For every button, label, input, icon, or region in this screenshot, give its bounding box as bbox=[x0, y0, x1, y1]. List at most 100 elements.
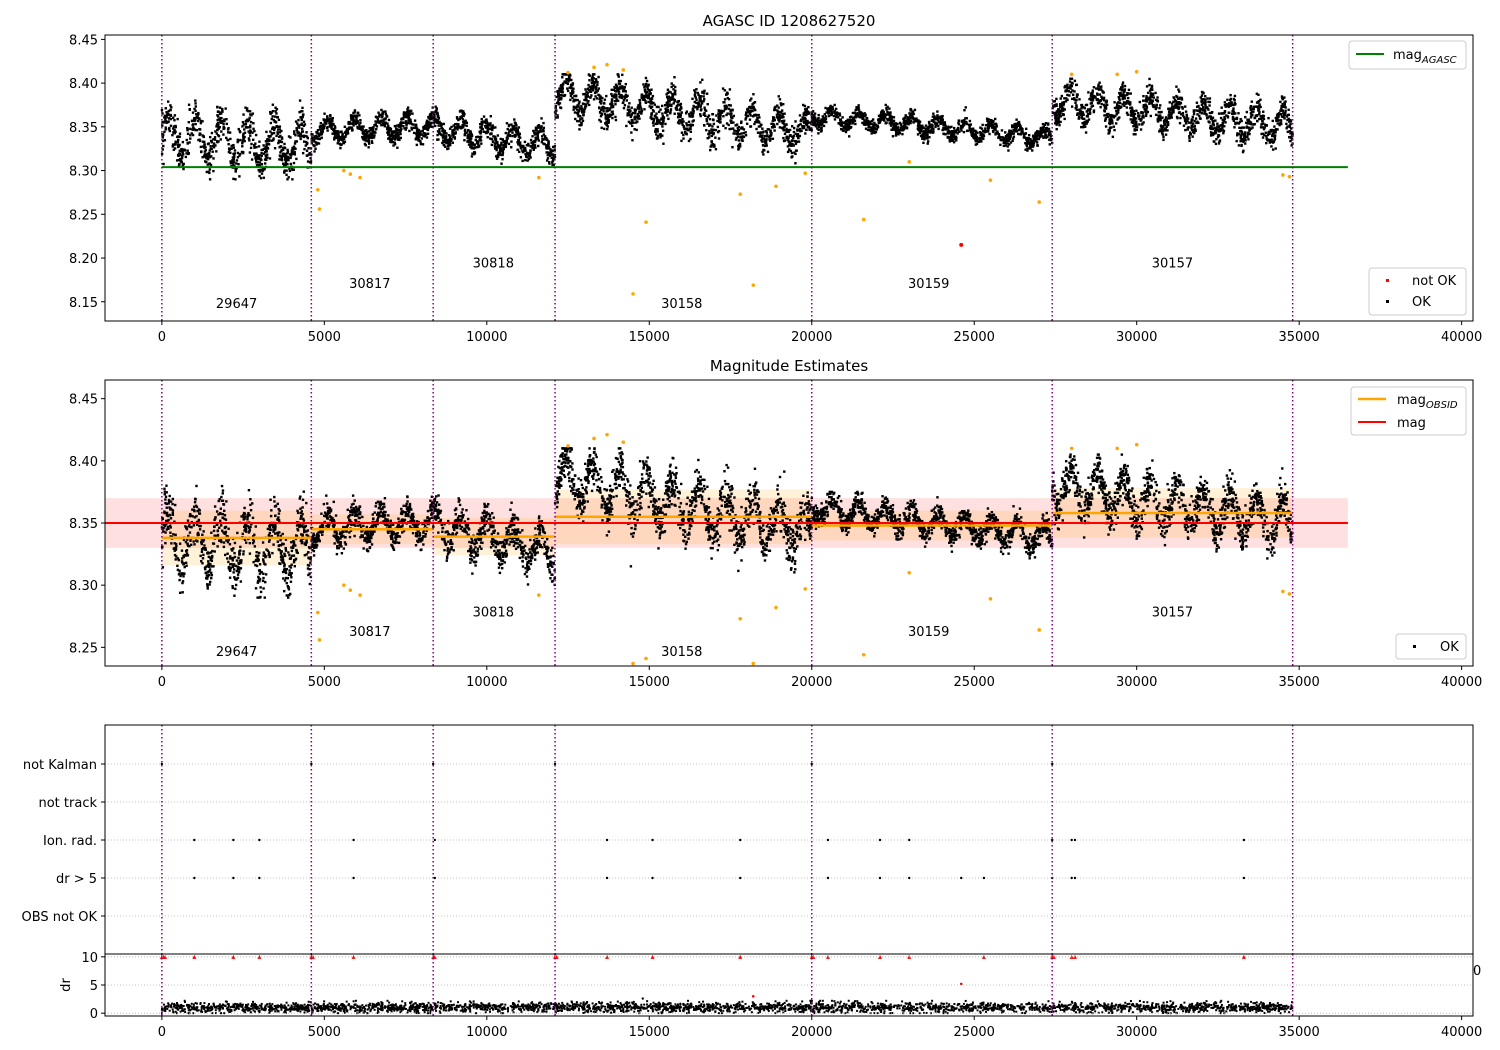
data-point-ok bbox=[395, 137, 398, 140]
data-point-ok bbox=[1177, 111, 1181, 115]
data-point-ok bbox=[212, 157, 215, 160]
data-point-ok bbox=[347, 122, 350, 125]
data-point-ok bbox=[699, 95, 703, 98]
data-point-ok bbox=[947, 125, 950, 128]
data-point-ok bbox=[466, 140, 469, 143]
data-point-ok bbox=[884, 103, 887, 107]
data-point-ok bbox=[614, 115, 617, 119]
data-point-ok bbox=[361, 137, 365, 140]
data-point-ok bbox=[557, 103, 560, 106]
data-point-ok bbox=[968, 119, 972, 123]
data-point-ok bbox=[560, 83, 563, 87]
data-point-ok bbox=[408, 113, 411, 116]
data-point-ok bbox=[245, 107, 249, 110]
data-point-ok bbox=[415, 129, 419, 133]
data-point-ok bbox=[542, 128, 545, 132]
data-point-ok bbox=[678, 122, 681, 125]
data-point-ok bbox=[759, 123, 763, 127]
data-point-ok bbox=[639, 110, 642, 114]
data-point-ok bbox=[426, 123, 429, 127]
data-point-ok bbox=[427, 122, 431, 125]
data-point-ok bbox=[513, 128, 516, 132]
data-point-ok bbox=[333, 125, 337, 128]
data-point-ok bbox=[708, 124, 711, 127]
data-point-ok bbox=[1025, 127, 1028, 131]
data-point-ok bbox=[436, 119, 440, 122]
data-point-ok bbox=[172, 131, 175, 134]
data-point-ok bbox=[1127, 96, 1130, 100]
data-point-ok bbox=[755, 127, 758, 131]
data-point-ok bbox=[526, 151, 529, 154]
data-point-ok bbox=[465, 124, 468, 128]
data-point-ok bbox=[659, 108, 662, 111]
data-point-ok bbox=[771, 119, 775, 123]
data-point-ok bbox=[1007, 134, 1010, 138]
data-point-ok bbox=[587, 99, 590, 103]
data-point-ok bbox=[722, 124, 725, 127]
data-point-ok bbox=[244, 122, 248, 126]
data-point-ok bbox=[205, 157, 208, 160]
data-point-ok bbox=[636, 120, 639, 123]
data-point-ok bbox=[448, 143, 452, 147]
data-point-ok bbox=[782, 102, 785, 106]
data-point-ok bbox=[482, 130, 485, 134]
data-point-ok bbox=[574, 107, 577, 110]
data-point-ok bbox=[630, 119, 633, 122]
data-point-ok bbox=[650, 100, 653, 104]
data-point-ok bbox=[229, 151, 232, 155]
data-point-ok bbox=[549, 151, 553, 154]
data-point-ok bbox=[765, 130, 768, 133]
data-point-ok bbox=[621, 73, 624, 77]
data-point-ok bbox=[404, 120, 408, 123]
data-point-ok bbox=[494, 142, 498, 145]
data-point-ok bbox=[227, 147, 231, 150]
data-point-ok bbox=[297, 118, 300, 122]
data-point-ok bbox=[729, 109, 732, 113]
data-point-ok bbox=[180, 156, 184, 160]
data-point-ok bbox=[849, 122, 852, 125]
data-point-ok bbox=[257, 156, 260, 159]
data-point-ok bbox=[1014, 126, 1017, 130]
data-point-ok bbox=[515, 124, 518, 127]
data-point-ok bbox=[753, 122, 756, 126]
data-point-ok bbox=[679, 113, 682, 117]
data-point-ok bbox=[702, 95, 705, 98]
data-point-ok bbox=[349, 126, 352, 129]
data-point-ok bbox=[956, 126, 960, 130]
data-point-ok bbox=[336, 142, 339, 145]
data-point-ok bbox=[334, 126, 337, 129]
data-point-ok bbox=[773, 125, 776, 129]
data-point-ok bbox=[731, 145, 734, 149]
data-point-ok bbox=[174, 140, 177, 143]
data-point-ok bbox=[487, 124, 490, 127]
data-point-ok bbox=[707, 132, 710, 136]
data-point-ok bbox=[187, 103, 191, 106]
data-point-ok bbox=[502, 144, 505, 147]
data-point-ok bbox=[321, 126, 325, 129]
data-point-ok bbox=[814, 116, 817, 120]
data-point-ok bbox=[623, 96, 627, 100]
data-point-ok bbox=[310, 139, 313, 142]
data-point-ok bbox=[615, 93, 618, 96]
data-point-ok bbox=[792, 144, 796, 147]
data-point-ok bbox=[521, 146, 525, 149]
data-point-ok bbox=[379, 120, 383, 123]
data-point-ok bbox=[770, 131, 773, 135]
data-point-ok bbox=[507, 132, 510, 135]
data-point-ok bbox=[763, 144, 767, 148]
data-point-ok bbox=[356, 126, 359, 130]
data-point-ok bbox=[676, 121, 680, 124]
data-point-ok bbox=[963, 119, 966, 122]
data-point-ok bbox=[561, 76, 564, 79]
data-point-ok bbox=[448, 127, 452, 130]
data-point-ok bbox=[316, 129, 320, 132]
data-point-ok bbox=[732, 114, 735, 118]
data-point-ok bbox=[833, 103, 836, 107]
data-point-ok bbox=[489, 124, 492, 127]
data-point-ok bbox=[260, 154, 263, 157]
data-point-ok bbox=[603, 112, 607, 116]
data-point-ok bbox=[649, 92, 652, 95]
data-point-ok bbox=[638, 98, 641, 102]
data-point-ok bbox=[582, 114, 585, 117]
data-point-ok bbox=[207, 170, 210, 173]
